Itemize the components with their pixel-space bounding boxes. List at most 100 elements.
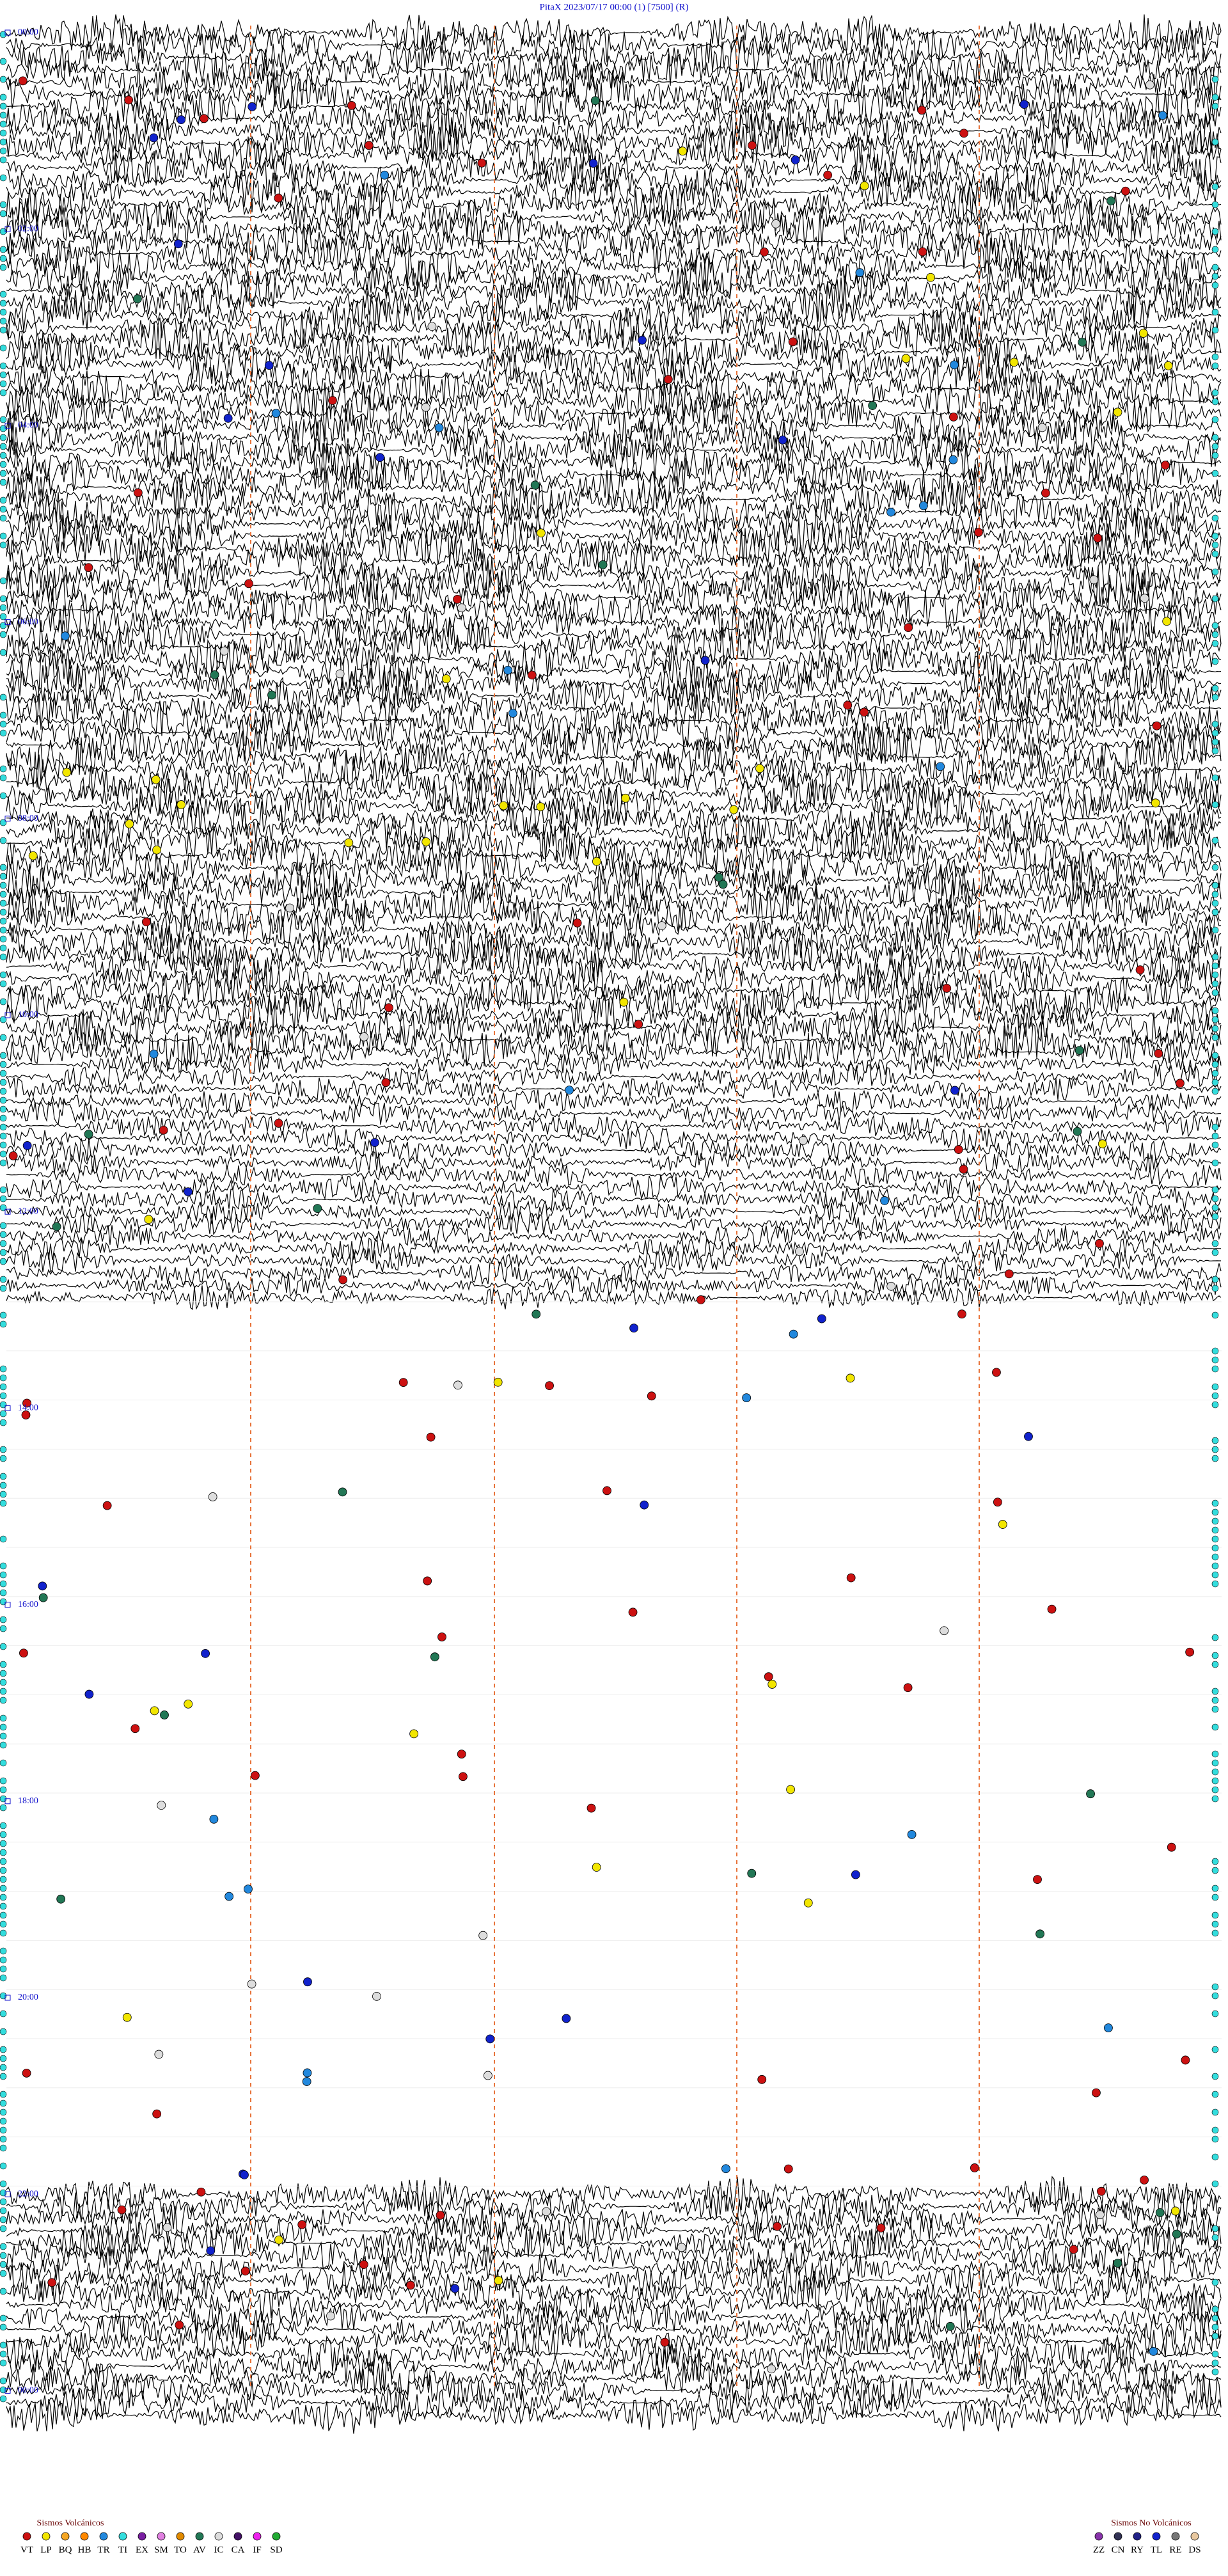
event-dot <box>795 1247 804 1256</box>
event-dot <box>1211 693 1219 701</box>
event-dot <box>1004 1269 1014 1279</box>
event-dot <box>0 174 7 182</box>
event-dot <box>0 765 7 773</box>
event-dot <box>247 1979 256 1989</box>
event-dot <box>0 210 7 217</box>
event-dot <box>206 2246 216 2256</box>
trace <box>6 2262 1222 2298</box>
event-dot <box>647 1391 656 1401</box>
trace <box>6 1272 1222 1298</box>
event-dot <box>22 1141 32 1150</box>
time-label: 06:00 <box>18 617 38 627</box>
event-dot <box>251 1771 260 1780</box>
trace <box>6 1100 1222 1125</box>
event-dot <box>271 409 281 418</box>
event-dot <box>1211 1016 1219 1023</box>
event-dot <box>1211 1885 1219 1892</box>
event-dot <box>1211 1687 1219 1695</box>
event-dot <box>1211 228 1219 235</box>
event-dot <box>950 1086 959 1095</box>
event-dot <box>0 2288 7 2295</box>
trace <box>6 686 1222 730</box>
event-dot <box>778 435 787 445</box>
trace <box>6 921 1222 963</box>
event-dot <box>0 1643 7 1650</box>
event-dot <box>634 1020 643 1029</box>
trace <box>6 2224 1222 2263</box>
event-dot <box>359 2260 368 2269</box>
trace <box>6 2300 1222 2334</box>
event-dot <box>764 1672 773 1682</box>
event-dot <box>0 2073 7 2080</box>
trace <box>6 516 1222 555</box>
event-dot <box>132 294 142 304</box>
event-dot <box>1211 1186 1219 1194</box>
event-dot <box>0 1858 7 1865</box>
event-dot <box>1211 550 1219 558</box>
event-dot <box>1211 541 1219 549</box>
time-label: 12:00 <box>18 1206 38 1216</box>
event-dot <box>1106 196 1115 205</box>
trace <box>6 2215 1222 2250</box>
event-dot <box>503 665 513 675</box>
event-dot <box>998 1520 1007 1529</box>
event-dot <box>61 631 70 641</box>
event-dot <box>436 2211 445 2220</box>
legend-code: RY <box>1131 2545 1144 2555</box>
event-dot <box>0 2135 7 2143</box>
event-dot <box>773 2222 782 2231</box>
event-dot <box>477 158 487 168</box>
event-dot <box>1121 186 1130 196</box>
event-dot <box>545 1381 554 1391</box>
event-dot <box>1211 1132 1219 1140</box>
time-tick <box>4 2387 11 2394</box>
event-dot <box>1211 1562 1219 1570</box>
legend-code: TI <box>118 2545 127 2555</box>
trace <box>6 1032 1222 1073</box>
event-dot <box>453 594 462 604</box>
event-dot <box>162 2223 172 2232</box>
legend-code: TR <box>97 2545 109 2555</box>
event-dot <box>846 1373 855 1383</box>
event-dot <box>430 1652 439 1662</box>
event-dot <box>302 2077 311 2086</box>
legend-swatch <box>253 2532 262 2541</box>
event-dot <box>0 837 7 844</box>
event-dot <box>1211 1347 1219 1355</box>
event-dot <box>957 1309 966 1319</box>
event-dot <box>0 935 7 943</box>
event-dot <box>0 908 7 916</box>
event-dot <box>791 155 800 164</box>
event-dot <box>0 443 7 450</box>
event-dot <box>0 1482 7 1489</box>
legend-code: CA <box>232 2545 245 2555</box>
event-dot <box>757 2074 767 2084</box>
event-dot <box>0 201 7 209</box>
event-dot <box>303 2068 312 2078</box>
event-dot <box>1172 2229 1181 2239</box>
event-dot <box>0 1231 7 1238</box>
legend-swatch <box>61 2532 70 2541</box>
event-dot <box>0 2180 7 2188</box>
event-dot <box>0 649 7 656</box>
trace <box>6 1114 1222 1138</box>
event-dot <box>565 1086 574 1095</box>
event-dot <box>0 1589 7 1597</box>
event-dot <box>409 1729 419 1739</box>
event-dot <box>1211 1571 1219 1579</box>
event-dot <box>0 2216 7 2224</box>
event-dot <box>823 170 833 180</box>
legend-swatch <box>176 2532 185 2541</box>
event-dot <box>817 1314 826 1324</box>
trace <box>6 785 1222 829</box>
trace <box>6 1224 1222 1249</box>
event-dot <box>1211 595 1219 603</box>
legend-code: IF <box>253 2545 261 2555</box>
event-dot <box>499 801 508 810</box>
event-dot <box>1041 488 1050 498</box>
event-dot <box>485 2034 495 2044</box>
event-dot <box>0 720 7 728</box>
event-dot <box>1211 1911 1219 1919</box>
event-dot <box>344 838 354 848</box>
